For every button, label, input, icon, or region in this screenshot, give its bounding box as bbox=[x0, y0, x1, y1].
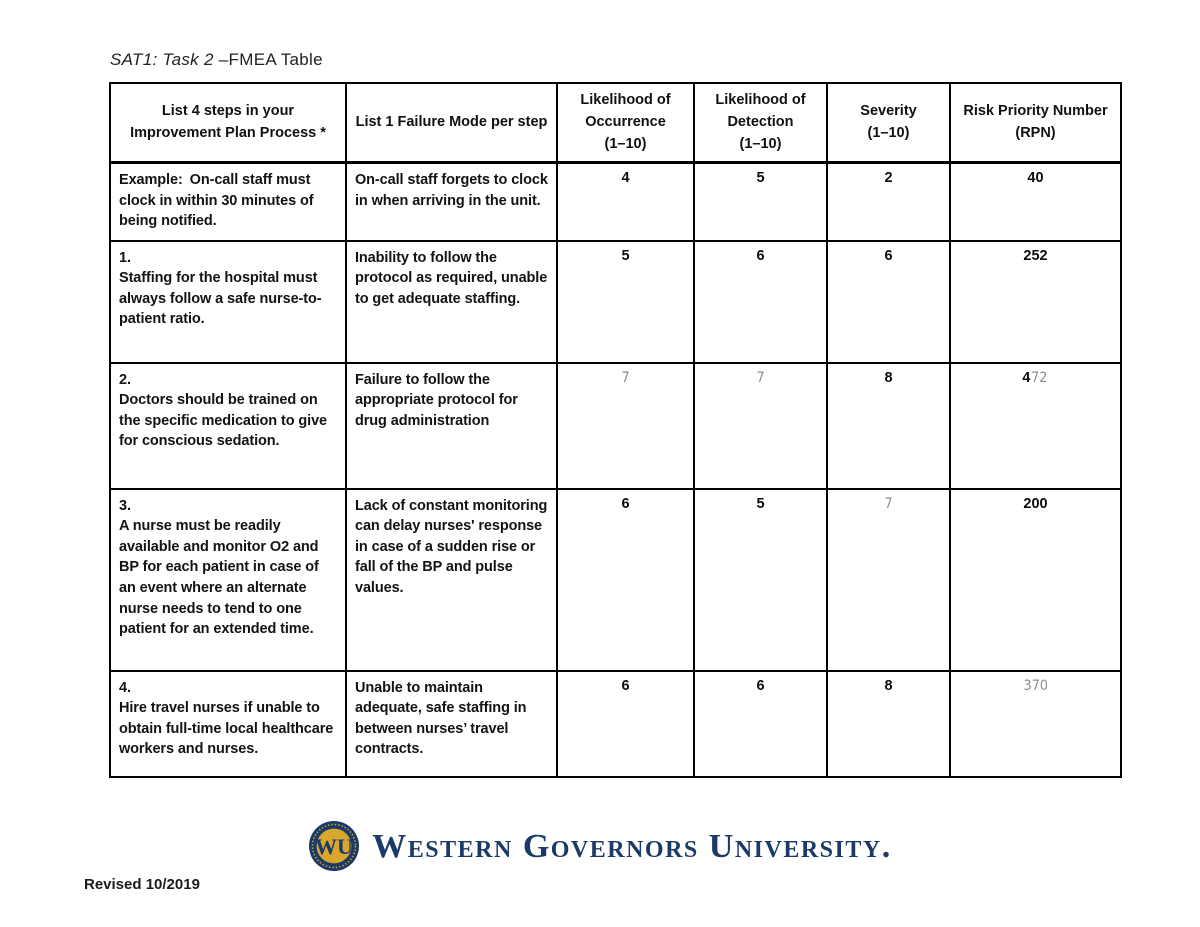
cell-failure-example: On-call staff forgets to clock in when a… bbox=[345, 161, 558, 242]
cell-occurrence-3: 6 bbox=[556, 487, 695, 672]
header-likelihood-occurrence: Likelihood of Occurrence (1–10) bbox=[556, 82, 695, 165]
row-example: Example: On-call staff must clock in with… bbox=[109, 161, 1122, 242]
cell-rpn-3: 200 bbox=[949, 487, 1122, 672]
cell-occurrence-1: 5 bbox=[556, 239, 695, 364]
cell-severity-1: 6 bbox=[826, 239, 951, 364]
cell-detection-example: 5 bbox=[693, 161, 828, 242]
cell-severity-2: 8 bbox=[826, 361, 951, 490]
cell-rpn-example: 40 bbox=[949, 161, 1122, 242]
header-row: List 4 steps in your Improvement Plan Pr… bbox=[109, 82, 1122, 165]
cell-failure-1: Inability to follow the protocol as requ… bbox=[345, 239, 558, 364]
header-steps: List 4 steps in your Improvement Plan Pr… bbox=[109, 82, 347, 165]
header-rpn: Risk Priority Number (RPN) bbox=[949, 82, 1122, 165]
row-step-2: 2. Doctors should be trained on the speci… bbox=[109, 361, 1122, 490]
cell-severity-3: 7 bbox=[826, 487, 951, 672]
cell-failure-3: Lack of constant monitoring can delay nu… bbox=[345, 487, 558, 672]
wgu-logo: WU Western Governors University. bbox=[0, 820, 1200, 872]
cell-detection-2: 7 bbox=[693, 361, 828, 490]
wgu-wordmark: Western Governors University. bbox=[372, 828, 892, 865]
wgu-seal-icon: WU bbox=[309, 821, 360, 871]
cell-failure-2: Failure to follow the appropriate protoc… bbox=[345, 361, 558, 490]
header-likelihood-detection: Likelihood of Detection (1–10) bbox=[693, 82, 828, 165]
svg-text:WU: WU bbox=[315, 834, 353, 859]
example-label: Example: bbox=[119, 172, 183, 189]
cell-failure-4: Unable to maintain adequate, safe staffi… bbox=[345, 669, 558, 778]
cell-occurrence-2: 7 bbox=[556, 361, 695, 490]
cell-detection-3: 5 bbox=[693, 487, 828, 672]
revision-note: Revised 10/2019 bbox=[84, 876, 200, 893]
cell-occurrence-4: 6 bbox=[556, 669, 695, 778]
row-step-4: 4. Hire travel nurses if unable to obtain… bbox=[109, 669, 1122, 778]
row-step-3: 3. A nurse must be readily available and … bbox=[109, 487, 1122, 672]
cell-rpn-2: 472 bbox=[949, 361, 1122, 490]
header-failure-mode: List 1 Failure Mode per step bbox=[345, 82, 558, 165]
cell-occurrence-example: 4 bbox=[556, 161, 695, 242]
page-title-task: SAT1: Task 2 bbox=[110, 50, 214, 69]
cell-severity-4: 8 bbox=[826, 669, 951, 778]
cell-step-1: 1. Staffing for the hospital must always … bbox=[109, 239, 347, 364]
fmea-table: List 4 steps in your Improvement Plan Pr… bbox=[109, 82, 1122, 778]
cell-severity-example: 2 bbox=[826, 161, 951, 242]
cell-detection-4: 6 bbox=[693, 669, 828, 778]
page-title-suffix: –FMEA Table bbox=[213, 50, 323, 69]
cell-detection-1: 6 bbox=[693, 239, 828, 364]
cell-rpn-1: 252 bbox=[949, 239, 1122, 364]
page-title: SAT1: Task 2 –FMEA Table bbox=[110, 50, 323, 70]
row-step-1: 1. Staffing for the hospital must always … bbox=[109, 239, 1122, 364]
header-severity: Severity (1–10) bbox=[826, 82, 951, 165]
cell-step-3: 3. A nurse must be readily available and … bbox=[109, 487, 347, 672]
cell-rpn-4: 370 bbox=[949, 669, 1122, 778]
cell-step-2: 2. Doctors should be trained on the speci… bbox=[109, 361, 347, 490]
cell-step-4: 4. Hire travel nurses if unable to obtain… bbox=[109, 669, 347, 778]
cell-step-example: Example: On-call staff must clock in with… bbox=[109, 161, 347, 242]
